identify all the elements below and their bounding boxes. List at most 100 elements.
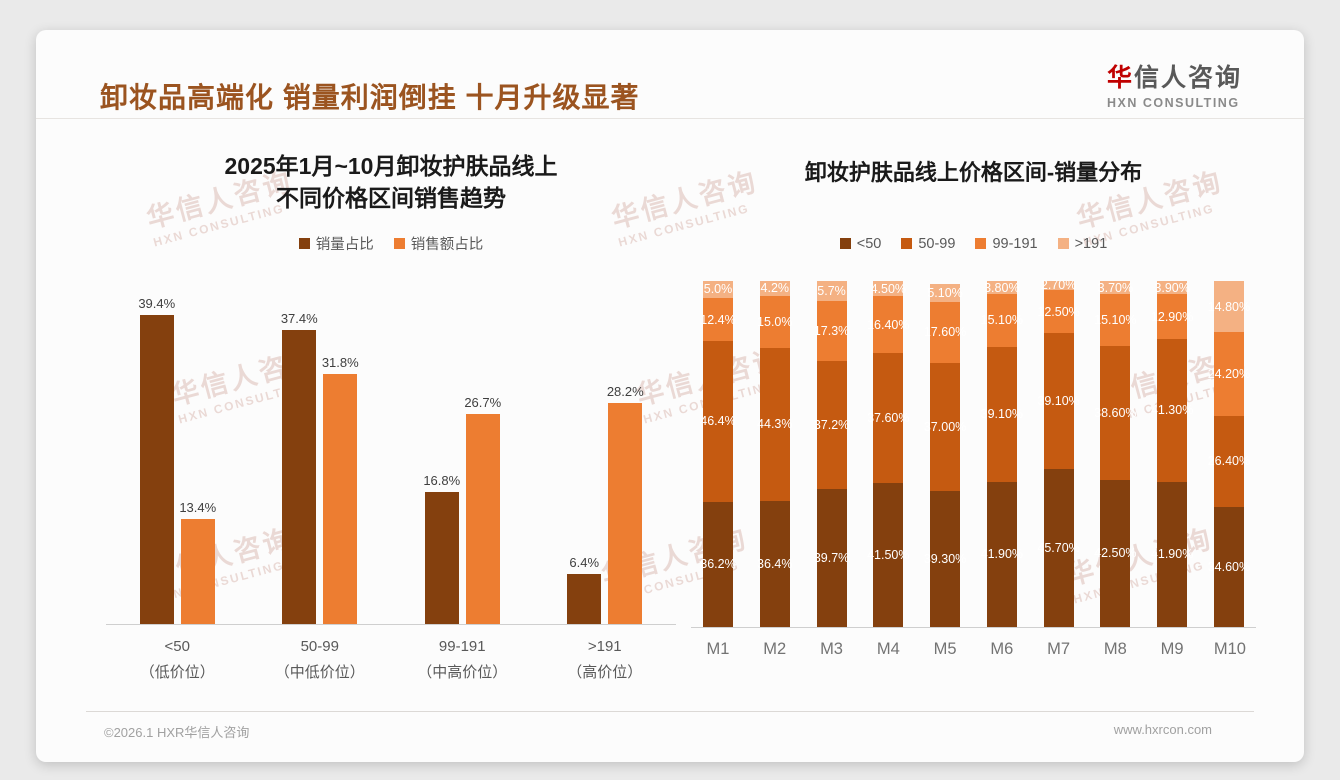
value-label: 16.8%: [423, 473, 461, 489]
slide-card: 华信人咨询 HXN CONSULTING 华信人咨询 HXN CONSULTING 华信…: [36, 30, 1304, 762]
segment-label: 16.40%: [867, 317, 910, 332]
stack-segment: 45.70%: [1037, 468, 1080, 627]
legend-swatch-icon: [298, 237, 310, 249]
stack-segment: 36.2%: [700, 501, 736, 627]
category-label: M1: [706, 639, 730, 658]
segment-label: 37.60%: [867, 411, 910, 426]
value-label: 28.2%: [606, 384, 644, 400]
segment-label: 41.90%: [980, 547, 1024, 562]
legend-swatch-icon: [393, 237, 405, 249]
legend-label: >191: [1074, 235, 1108, 252]
legend-swatch-icon: [901, 238, 913, 250]
stacked-bar: 41.50% 37.60% 16.40% 4.50%: [867, 280, 910, 627]
segment-label: 15.10%: [1094, 313, 1137, 328]
category-label: M7: [1047, 639, 1071, 658]
slide-header: 卸妆品高端化 销量利润倒挂 十月升级显著 华信人咨询 HXN CONSULTIN…: [36, 30, 1304, 119]
logo-accent-char: 华: [1106, 64, 1134, 92]
segment-label: 12.4%: [700, 312, 736, 327]
segment-label: 17.3%: [813, 323, 850, 338]
stacked-bar: 41.90% 39.10% 15.10% 3.80%: [981, 280, 1023, 627]
bar: 16.8%: [423, 473, 460, 625]
category-label: M2: [763, 639, 787, 658]
category-label: M9: [1160, 639, 1184, 658]
stack-segment: 3.90%: [1154, 281, 1189, 295]
x-axis-left: <50 （低价位） 50-99 （中低价位） 99-191 （中高价位） >191 （高价位）: [106, 634, 676, 685]
stacked-bar: 41.90% 41.30% 12.90% 3.90%: [1151, 281, 1193, 627]
bar-group: 6.4% 28.2%: [535, 384, 675, 625]
bar: 39.4%: [138, 296, 175, 625]
legend-item: 50-99: [901, 236, 955, 252]
legend-item: 销量占比: [298, 233, 374, 254]
legend-left: 销量占比 销售额占比: [106, 233, 676, 254]
stack-segment: 46.4%: [700, 341, 736, 502]
chart-title-left-line2: 不同价格区间销售趋势: [276, 185, 506, 212]
segment-label: 5.10%: [927, 286, 963, 301]
legend-label: 销量占比: [315, 236, 374, 253]
value-label: 26.7%: [464, 395, 502, 411]
segment-label: 46.4%: [700, 414, 736, 429]
legend-item: 销售额占比: [393, 233, 483, 254]
stack-segment: 5.10%: [927, 284, 963, 302]
segment-label: 36.4%: [757, 556, 793, 571]
legend-swatch-icon: [839, 238, 851, 250]
stack-segment: 42.50%: [1094, 479, 1137, 627]
stack-segment: 15.10%: [981, 294, 1023, 347]
segment-label: 37.00%: [923, 419, 967, 434]
category-label: M4: [876, 639, 900, 658]
stack-segment: 41.50%: [867, 483, 910, 627]
stack-segment: 41.90%: [1151, 481, 1193, 627]
segment-label: 3.80%: [984, 280, 1020, 295]
stack-segment: 17.3%: [813, 300, 850, 361]
category-label: 50-99 （中低价位）: [250, 634, 390, 685]
value-label: 39.4%: [138, 296, 176, 312]
stack-segment: 34.60%: [1208, 507, 1250, 627]
bar-group: 16.8% 26.7%: [392, 395, 532, 625]
value-label: 31.8%: [321, 355, 359, 371]
bar: 6.4%: [567, 555, 602, 625]
stack-segment: 24.20%: [1208, 332, 1250, 416]
segment-label: 39.10%: [1037, 394, 1080, 409]
stack-segment: 41.90%: [981, 481, 1023, 627]
category-label: M8: [1103, 639, 1127, 658]
page-title: 卸妆品高端化 销量利润倒挂 十月升级显著: [100, 82, 640, 113]
category-label: M6: [990, 639, 1014, 658]
value-label: 37.4%: [280, 311, 318, 327]
category-tier: （低价位）: [139, 663, 215, 681]
legend-label: 50-99: [918, 235, 956, 252]
stack-segment: 37.00%: [924, 362, 966, 491]
value-label: 6.4%: [569, 555, 600, 571]
stack-segment: 12.4%: [700, 298, 736, 341]
category-label: M10: [1213, 639, 1246, 658]
category-label: M5: [933, 639, 957, 658]
segment-label: 26.40%: [1207, 454, 1251, 469]
stack-segment: 16.40%: [867, 296, 910, 354]
segment-label: 14.80%: [1207, 299, 1251, 314]
category-tier: （高价位）: [567, 663, 643, 681]
footer-website: www.hxrcon.com: [1113, 722, 1212, 737]
stack-segment: 5.7%: [816, 281, 847, 301]
segment-label: 2.70%: [1040, 278, 1077, 293]
stack-segment: 39.30%: [924, 490, 966, 627]
stack-segment: 37.60%: [867, 353, 910, 484]
bar: 28.2%: [607, 384, 644, 625]
plot-area-right: 36.2% 46.4% 12.4% 5.0% 36.4% 44.3% 15.0% 4.2% 39…: [691, 278, 1256, 628]
stack-segment: 15.0%: [757, 295, 793, 348]
stack-segment: 2.70%: [1040, 278, 1077, 293]
category-tier: （中低价位）: [274, 663, 365, 681]
stack-segment: 41.30%: [1151, 338, 1193, 482]
stacked-bar: 45.70% 39.10% 12.50% 2.70%: [1037, 278, 1080, 627]
stack-segment: 39.10%: [981, 346, 1023, 482]
segment-label: 17.60%: [923, 325, 967, 340]
stack-segment: 39.10%: [1037, 333, 1080, 469]
stack-segment: 44.3%: [757, 347, 793, 501]
logo-text-cn: 华信人咨询: [1107, 58, 1242, 94]
segment-label: 42.50%: [1094, 546, 1137, 561]
grouped-bar-chart: 2025年1月~10月卸妆护肤品线上 不同价格区间销售趋势 销量占比 销售额占比 …: [106, 150, 676, 685]
chart-title-left-line1: 2025年1月~10月卸妆护肤品线上: [224, 153, 558, 179]
stack-segment: 17.60%: [924, 301, 966, 363]
stack-segment: 5.0%: [703, 280, 733, 299]
value-label: 13.4%: [179, 500, 217, 516]
bar: 26.7%: [464, 395, 501, 625]
segment-label: 12.90%: [1150, 309, 1194, 324]
segment-label: 3.70%: [1097, 280, 1134, 295]
